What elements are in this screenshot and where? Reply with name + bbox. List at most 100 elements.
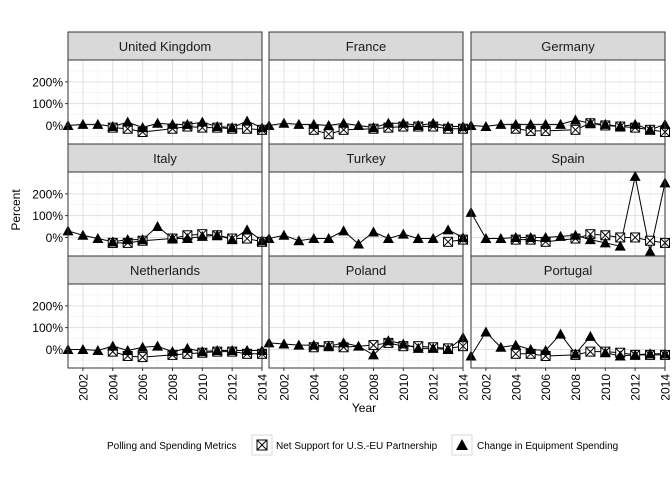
spending-point [480, 233, 492, 244]
spending-point [323, 340, 335, 351]
plot-background [269, 284, 463, 368]
spending-point [525, 118, 537, 129]
support-point [443, 236, 454, 247]
facet-title: France [346, 39, 386, 54]
support-point [242, 233, 253, 244]
x-tick-label: 2014 [457, 374, 471, 401]
facet-title: United Kingdom [119, 39, 212, 54]
spending-point [323, 233, 335, 244]
x-tick-label: 2006 [539, 374, 553, 401]
spending-point [427, 233, 439, 244]
x-tick-label: 2010 [397, 374, 411, 401]
y-tick-label: 200% [32, 299, 63, 313]
spending-point [278, 117, 290, 128]
spending-point [323, 119, 335, 130]
spending-point [181, 233, 193, 244]
support-point [630, 232, 641, 243]
spending-point [510, 231, 522, 242]
spending-point [308, 233, 320, 244]
facet-strip [268, 255, 464, 285]
x-tick-label: 2006 [136, 374, 150, 401]
facet-title: Netherlands [130, 263, 201, 278]
spending-point [107, 236, 119, 247]
facet-panel: France [263, 31, 469, 145]
spending-point [540, 231, 552, 242]
facet-panel: United Kingdom 0% 100% 200% [32, 31, 268, 145]
spending-point [77, 118, 89, 129]
facet-strip [470, 143, 666, 173]
spending-point [92, 233, 104, 244]
x-tick-label: 2004 [106, 374, 120, 401]
spending-point [599, 118, 611, 129]
spending-point [629, 349, 641, 360]
spending-point [442, 343, 454, 354]
spending-point [226, 122, 238, 133]
spending-point [584, 330, 596, 341]
spending-point [629, 170, 641, 181]
legend-key-support [256, 439, 268, 451]
support-series-line [313, 126, 463, 135]
facet-title: Poland [346, 263, 386, 278]
support-series-line [515, 122, 666, 133]
spending-point [397, 228, 409, 239]
spending-point [77, 229, 89, 240]
spending-point [495, 341, 507, 352]
y-tick-label: 100% [32, 97, 63, 111]
spending-point [211, 121, 223, 132]
spending-point [196, 346, 208, 357]
x-tick-label: 2010 [599, 374, 613, 401]
spending-point [152, 221, 164, 232]
spending-point [338, 337, 350, 348]
support-point [323, 129, 334, 140]
facet-strip [67, 31, 263, 61]
spending-point [382, 233, 394, 244]
spending-point [166, 346, 178, 357]
facet-panel: Italy 0% 100% 200% [32, 143, 268, 257]
spending-point [644, 124, 656, 135]
spending-point [122, 345, 134, 356]
support-series-line [112, 351, 262, 358]
spending-point [353, 119, 365, 130]
spending-point [644, 246, 656, 257]
spending-point [382, 117, 394, 128]
spending-point [308, 339, 320, 350]
x-tick-label: 2014 [659, 374, 672, 401]
legend: Polling and Spending Metrics Net Support … [107, 434, 618, 456]
support-series-line [112, 233, 263, 244]
spending-point [569, 114, 581, 125]
facet-strip [470, 31, 666, 61]
facet-panel: Poland 2002 2004 2006 2008 2010 2012 2014 [263, 255, 471, 401]
spending-point [525, 343, 537, 354]
spending-point [338, 117, 350, 128]
support-series-line [112, 125, 263, 133]
spending-point [92, 345, 104, 356]
spending-point [353, 238, 365, 249]
panel-border [268, 283, 464, 369]
legend-label-spending: Change in Equipment Spending [477, 441, 618, 452]
support-point [368, 340, 379, 351]
plot-background [471, 172, 665, 256]
spending-point [211, 229, 223, 240]
spending-point [614, 240, 626, 251]
spending-point [412, 119, 424, 130]
spending-point [555, 230, 567, 241]
spending-point [555, 328, 567, 339]
spending-point [353, 340, 365, 351]
x-tick-label: 2010 [196, 374, 210, 401]
spending-point [152, 117, 164, 128]
spending-point [196, 116, 208, 127]
spending-point [644, 348, 656, 359]
spending-point [480, 326, 492, 337]
spending-point [555, 118, 567, 129]
spending-point [181, 118, 193, 129]
spending-point [122, 116, 134, 127]
support-series-line [515, 351, 665, 357]
spending-point [614, 350, 626, 361]
spending-point [599, 237, 611, 248]
spending-point [137, 234, 149, 245]
spending-point [92, 118, 104, 129]
spending-point [510, 118, 522, 129]
y-tick-label: 0% [46, 231, 64, 245]
y-tick-label: 100% [32, 209, 63, 223]
spending-point [107, 121, 119, 132]
